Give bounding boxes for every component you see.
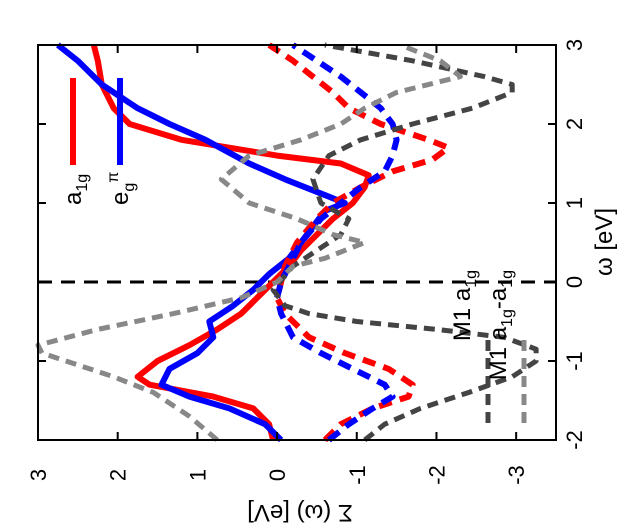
legend-bottom-label-0: M1 a1g (449, 270, 480, 341)
omega-tick-label-4: 2 (562, 118, 587, 130)
series-line-3 (274, 42, 400, 443)
series-line-5 (35, 42, 463, 442)
omega-tick-label-1: -1 (562, 351, 587, 371)
sigma-tick-label-4: 1 (185, 469, 210, 481)
series-line-0 (90, 44, 372, 441)
plot-frame (37, 44, 557, 441)
sigma-tick-label-1: -2 (424, 465, 449, 485)
omega-tick-label-5: 3 (562, 39, 587, 51)
omega-tick-label-0: -2 (562, 430, 587, 450)
sigma-tick-label-5: 2 (106, 469, 131, 481)
legend-bottom-label-1: M1 a1g-a1g (485, 270, 516, 380)
legend-top-label-1: egπ (105, 172, 138, 205)
omega-tick-label-3: 1 (562, 197, 587, 209)
series-line-2 (267, 42, 452, 443)
sigma-tick-label-3: 0 (265, 469, 290, 481)
series-line-1 (56, 42, 348, 443)
sigma-tick-label-6: 3 (26, 469, 51, 481)
omega-tick-label-2: 0 (562, 276, 587, 288)
series-line-4 (270, 42, 539, 442)
plot-area: -3 -2 -1 0 1 2 3 -2 -1 0 1 2 3 Σ (ω) [eV] ω [eV] a1g egπ… (26, 39, 618, 523)
omega-axis-label: ω [eV] (591, 208, 618, 276)
sigma-tick-label-0: -3 (504, 465, 529, 485)
sigma-axis-label: Σ (ω) [eV] (247, 499, 353, 523)
sigma-tick-label-2: -1 (345, 465, 370, 485)
legend-top-label-0: a1g (60, 174, 91, 205)
